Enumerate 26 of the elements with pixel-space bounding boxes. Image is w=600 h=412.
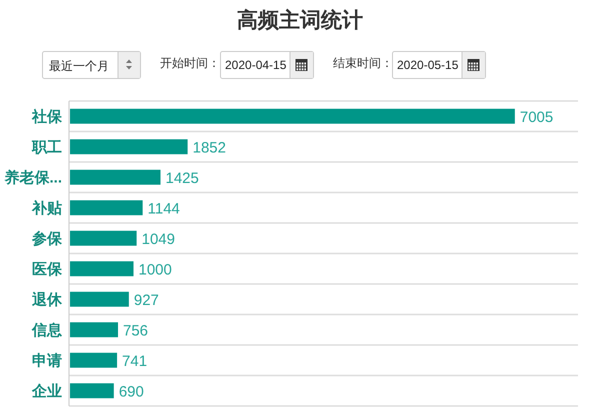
title: 高频主词统计 <box>237 8 363 32</box>
select-value-text: 最近一个月 <box>49 59 109 73</box>
category-label: 养老保... <box>4 169 62 186</box>
category-label: 申请 <box>32 352 62 370</box>
field-label: 开始时间： <box>160 56 220 70</box>
category-label: 职工 <box>32 138 62 156</box>
data-label: 1852 <box>192 139 226 156</box>
data-label: 756 <box>123 322 148 340</box>
category-label: 退休 <box>32 291 62 308</box>
data-label: 690 <box>118 383 144 400</box>
data-label: 1425 <box>166 170 199 187</box>
category-label: 信息 <box>32 322 62 339</box>
data-label: 1000 <box>138 261 172 278</box>
data-label: 1049 <box>142 230 175 248</box>
category-label: 补贴 <box>32 200 62 217</box>
category-label: 企业 <box>32 382 62 400</box>
category-label: 医保 <box>32 260 62 278</box>
category-label: 参保 <box>32 230 62 248</box>
data-label: 1144 <box>148 200 180 218</box>
data-label: 927 <box>134 292 159 309</box>
date-value-text: 2020-05-15 <box>397 58 458 72</box>
data-label: 7005 <box>520 108 554 126</box>
date-value-text: 2020-04-15 <box>225 58 286 72</box>
data-label: 741 <box>122 352 148 370</box>
category-label: 社保 <box>32 108 62 126</box>
field-label: 结束时间： <box>333 56 393 70</box>
